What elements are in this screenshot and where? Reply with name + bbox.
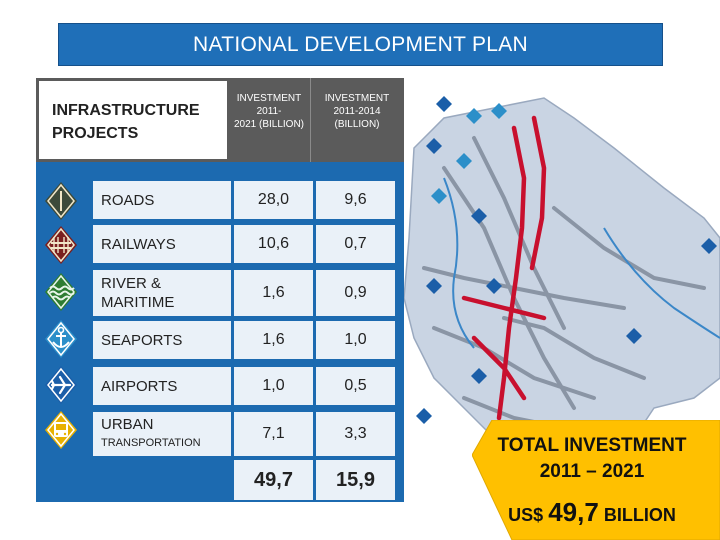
value-2011-2014: 0,5 <box>316 367 395 405</box>
map-rivers <box>443 177 720 349</box>
value-2011-2014: 9,6 <box>316 181 395 219</box>
total-investment-callout <box>472 420 720 540</box>
value-2011-2014: 3,3 <box>316 412 395 456</box>
anchor-sign-icon <box>45 320 77 358</box>
col-header-line: 2011-2014 <box>333 106 381 117</box>
river-sign-icon <box>45 273 77 311</box>
col-header-2011-2014: INVESTMENT 2011-2014 (BILLION) <box>312 92 402 131</box>
value-2011-2021: 28,0 <box>234 181 313 219</box>
col-header-line: INVESTMENT <box>324 93 390 104</box>
row-label-line: URBAN <box>101 416 154 433</box>
col-header-line: 2021 (BILLION) <box>233 119 305 130</box>
value-2011-2021: 7,1 <box>234 412 313 456</box>
value-2011-2014: 1,0 <box>316 321 395 359</box>
row-label: AIRPORTS <box>93 367 231 405</box>
row-label-line: RAILWAYS <box>101 235 176 253</box>
col-header-line: INVESTMENT 2011- <box>236 93 302 117</box>
value-2011-2021: 1,6 <box>234 321 313 359</box>
value-2011-2021: 10,6 <box>234 225 313 263</box>
row-label-line: RIVER & <box>101 275 162 292</box>
map-red-roads <box>461 115 547 421</box>
row-label: SEAPORTS <box>93 321 231 359</box>
row-label: RAILWAYS <box>93 225 231 263</box>
title-banner: NATIONAL DEVELOPMENT PLAN <box>58 23 663 66</box>
projects-header-line: INFRASTRUCTURE <box>52 102 200 119</box>
row-label-line: AIRPORTS <box>101 377 178 395</box>
row-label: URBAN TRANSPORTATION <box>93 412 231 456</box>
projects-header-line: PROJECTS <box>52 125 139 142</box>
total-2011-2021: 49,7 <box>234 460 313 500</box>
callout-line: TOTAL INVESTMENT <box>497 435 687 456</box>
callout-total: US$ 49,7 BILLION <box>472 499 712 528</box>
road-sign-icon <box>45 182 77 220</box>
row-label: ROADS <box>93 181 231 219</box>
callout-unit: BILLION <box>603 505 676 525</box>
projects-header: INFRASTRUCTURE PROJECTS <box>39 81 227 159</box>
row-label-line: TRANSPORTATION <box>101 437 201 449</box>
callout-amount: 49,7 <box>548 497 599 527</box>
infrastructure-map <box>404 78 720 508</box>
value-2011-2021: 1,0 <box>234 367 313 405</box>
col-header-2011-2021: INVESTMENT 2011- 2021 (BILLION) <box>228 92 310 131</box>
table-header: INFRASTRUCTURE PROJECTS INVESTMENT 2011-… <box>36 78 407 162</box>
row-label-line: SEAPORTS <box>101 331 183 349</box>
value-2011-2014: 0,7 <box>316 225 395 263</box>
callout-currency: US$ <box>508 505 544 525</box>
value-2011-2014: 0,9 <box>316 270 395 316</box>
total-2011-2014: 15,9 <box>316 460 395 500</box>
header-divider <box>310 78 311 162</box>
railway-sign-icon <box>45 226 77 264</box>
airplane-sign-icon <box>45 366 77 404</box>
value-2011-2021: 1,6 <box>234 270 313 316</box>
map-markers <box>416 96 717 424</box>
row-label-line: ROADS <box>101 191 155 209</box>
investment-table: INFRASTRUCTURE PROJECTS INVESTMENT 2011-… <box>36 78 407 502</box>
row-label: RIVER & MARITIME <box>93 270 231 316</box>
col-header-line: (BILLION) <box>334 119 380 130</box>
row-label-line: MARITIME <box>101 294 175 311</box>
callout-line: 2011 – 2021 <box>539 461 645 482</box>
callout-text: TOTAL INVESTMENT 2011 – 2021 US$ 49,7 BI… <box>472 433 712 528</box>
bus-sign-icon <box>45 411 77 449</box>
page-title: NATIONAL DEVELOPMENT PLAN <box>192 32 529 56</box>
